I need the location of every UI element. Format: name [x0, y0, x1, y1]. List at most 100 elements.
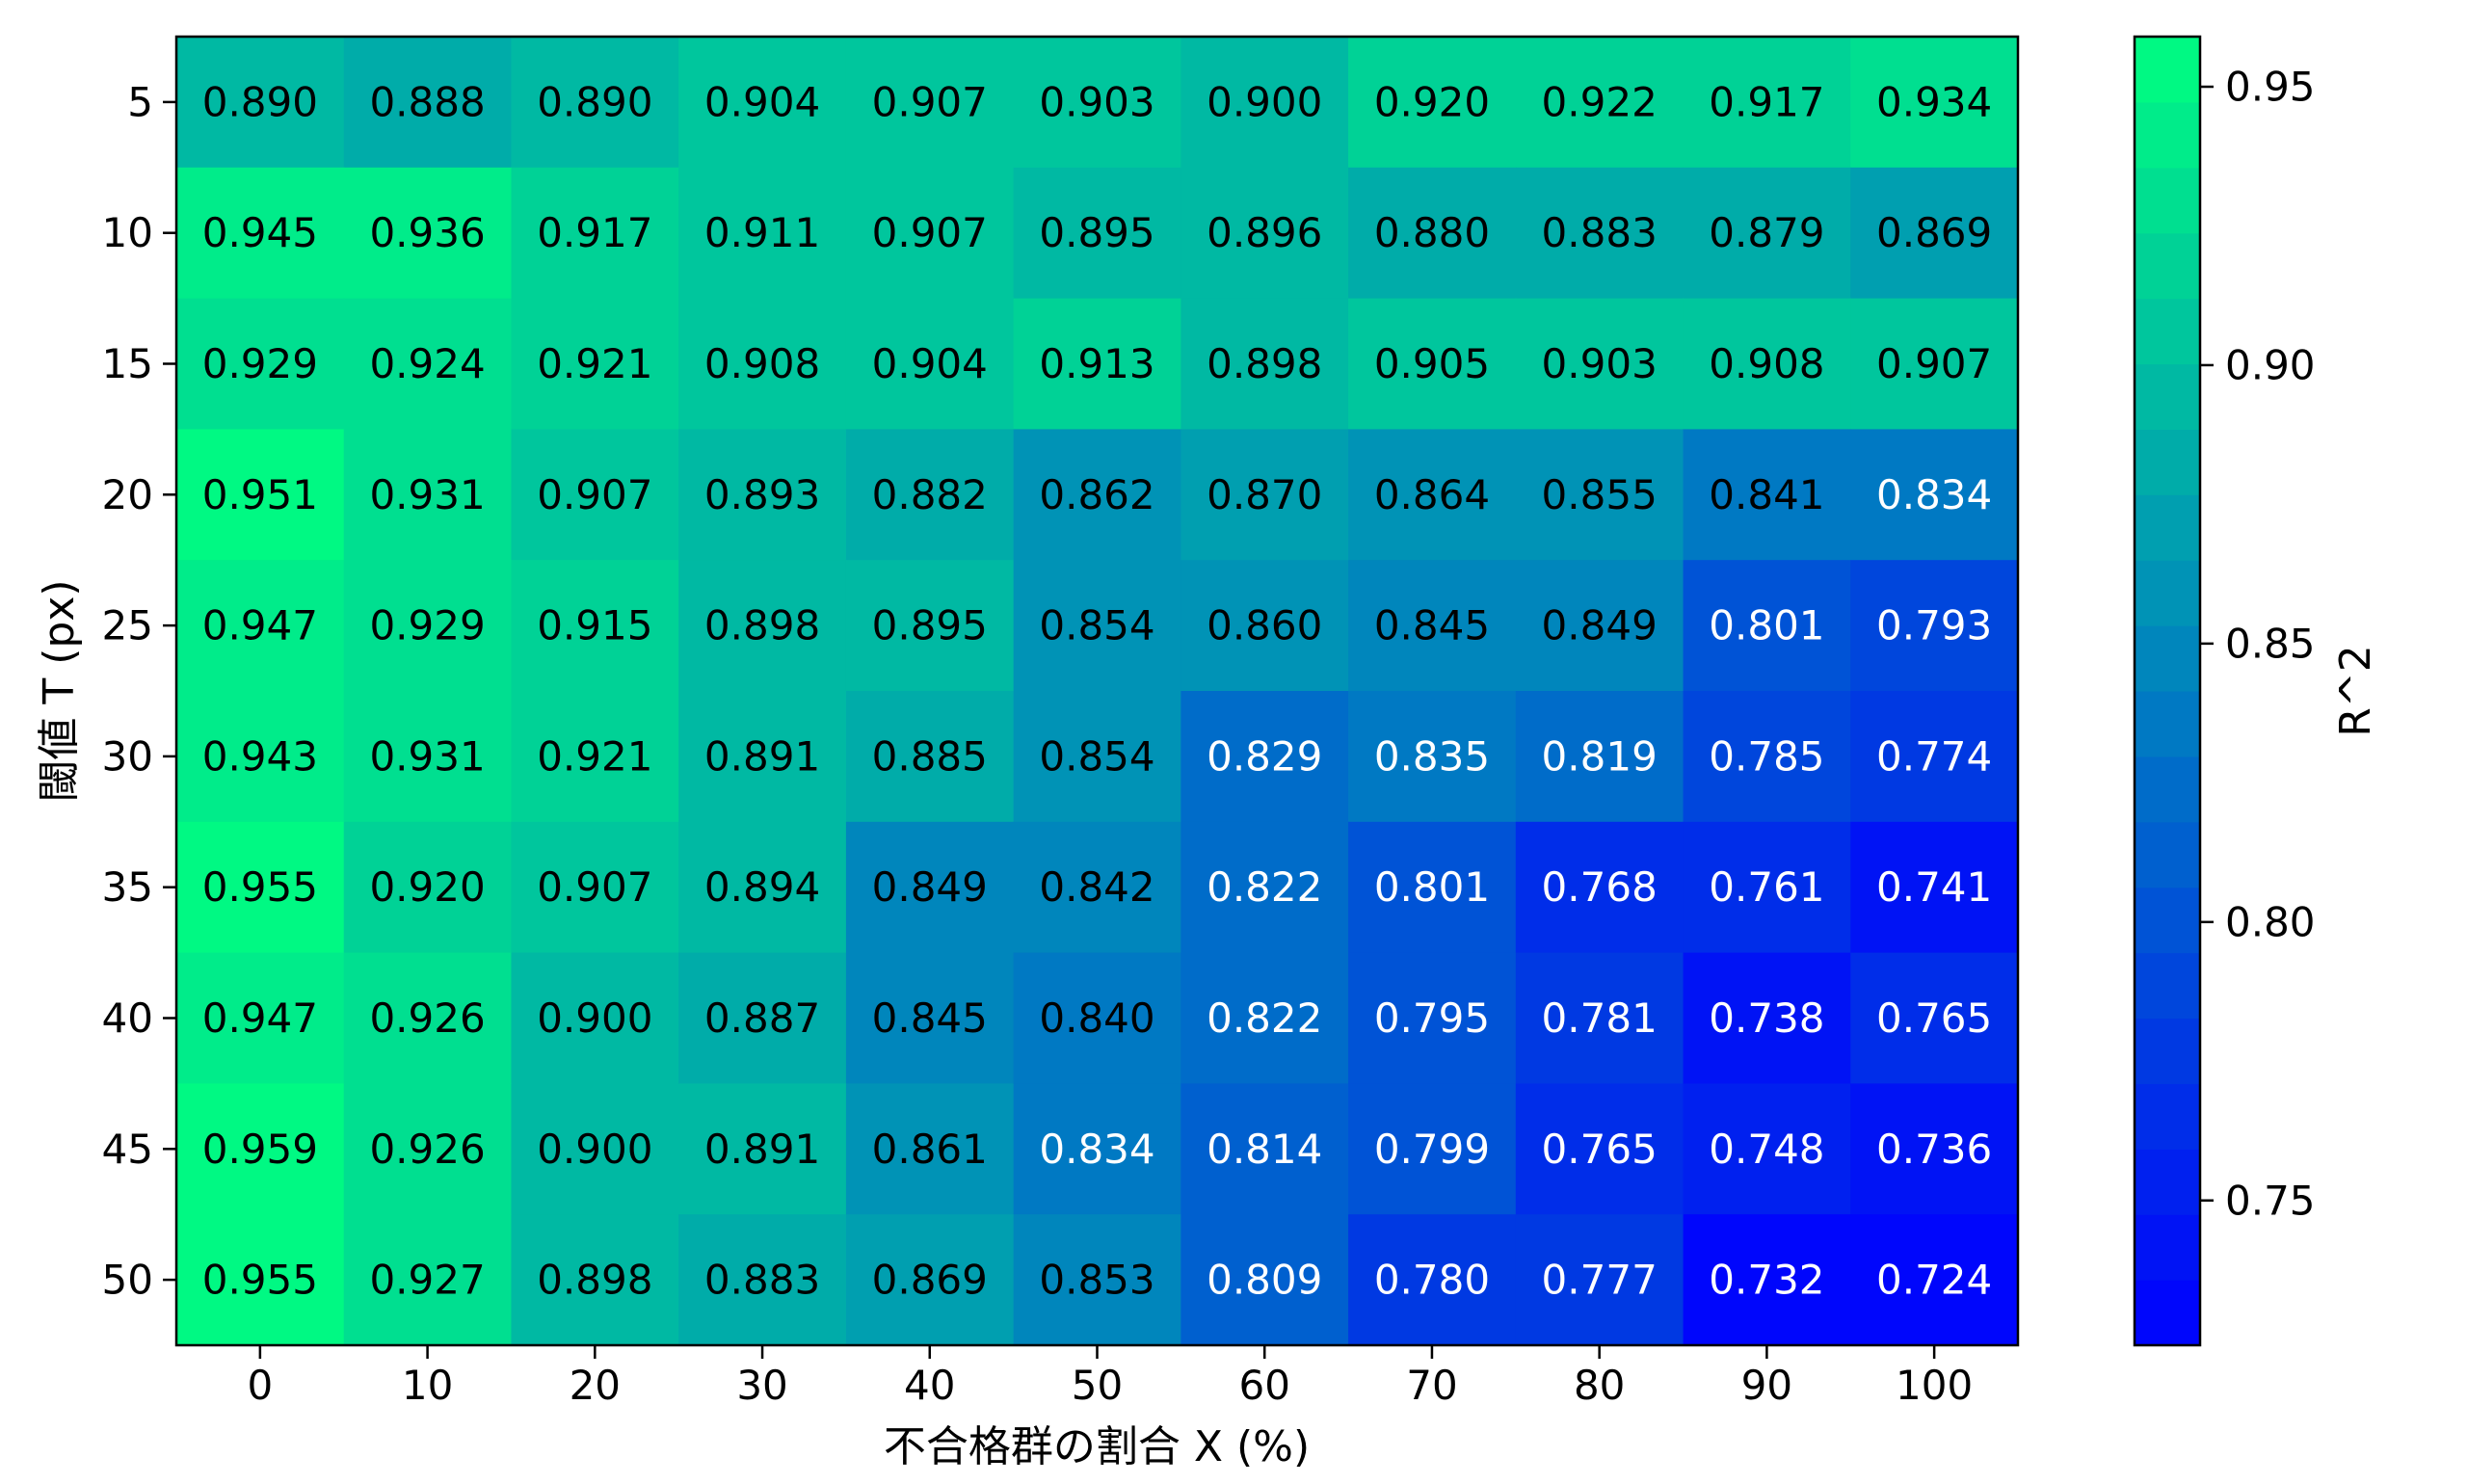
heatmap-cell — [343, 691, 513, 823]
cell-value-label: 0.834 — [1039, 1126, 1154, 1173]
cell-value-label: 0.891 — [704, 732, 820, 780]
heatmap-cell — [1348, 429, 1517, 561]
heatmap-cell — [511, 37, 679, 169]
cell-value-label: 0.904 — [872, 340, 988, 387]
cell-value-label: 0.840 — [1039, 994, 1154, 1042]
cell-value-label: 0.765 — [1876, 994, 1992, 1042]
cell-value-label: 0.869 — [872, 1257, 988, 1304]
heatmap-cell — [176, 167, 345, 300]
cell-value-label: 0.907 — [872, 78, 988, 125]
heatmap-cell — [1515, 560, 1684, 692]
colorbar-band — [2135, 887, 2200, 954]
cell-value-label: 0.795 — [1374, 994, 1490, 1042]
heatmap-cell — [1348, 560, 1517, 692]
heatmap-cell — [1348, 691, 1517, 823]
heatmap-cell — [343, 429, 513, 561]
heatmap-cell — [845, 1214, 1015, 1346]
heatmap-cell — [1515, 1214, 1684, 1346]
heatmap-cell — [343, 560, 513, 692]
y-tick-label: 25 — [102, 602, 153, 649]
colorbar-band — [2135, 494, 2200, 561]
heatmap-cell — [1850, 37, 2019, 169]
heatmap-cell — [1850, 952, 2019, 1084]
cell-value-label: 0.907 — [537, 471, 652, 518]
heatmap-cells — [176, 37, 2019, 1346]
heatmap-cell — [678, 821, 847, 954]
heatmap-cell — [845, 952, 1015, 1084]
cell-value-label: 0.896 — [1207, 209, 1322, 256]
heatmap-cell — [343, 298, 513, 430]
cell-value-label: 0.774 — [1876, 732, 1992, 780]
cell-value-label: 0.895 — [1039, 209, 1154, 256]
heatmap-cell — [1013, 298, 1181, 430]
heatmap-cell — [343, 167, 513, 300]
cell-value-label: 0.841 — [1709, 471, 1824, 518]
heatmap-cell — [1348, 821, 1517, 954]
cell-value-label: 0.761 — [1709, 863, 1824, 911]
heatmap-cell — [845, 691, 1015, 823]
heatmap-cell — [1850, 1214, 2019, 1346]
heatmap-cell — [1683, 429, 1851, 561]
cell-value-label: 0.738 — [1709, 994, 1824, 1042]
cell-value-label: 0.929 — [369, 602, 485, 649]
cell-value-label: 0.801 — [1374, 863, 1490, 911]
cell-value-label: 0.936 — [369, 209, 485, 256]
cell-value-label: 0.777 — [1542, 1257, 1658, 1304]
y-tick-label: 35 — [102, 863, 153, 911]
heatmap-cell — [678, 1083, 847, 1215]
y-tick-label: 30 — [102, 732, 153, 780]
cell-value-label: 0.907 — [1876, 340, 1992, 387]
heatmap-cell — [511, 560, 679, 692]
cell-value-label: 0.955 — [202, 1257, 318, 1304]
heatmap-cell — [176, 560, 345, 692]
heatmap-cell — [1180, 691, 1349, 823]
heatmap-cell — [1013, 1214, 1181, 1346]
cell-value-label: 0.887 — [704, 994, 820, 1042]
heatmap-cell — [176, 298, 345, 430]
heatmap-cell — [1180, 37, 1349, 169]
x-tick-label: 80 — [1574, 1362, 1625, 1409]
cell-value-label: 0.890 — [537, 78, 652, 125]
heatmap-cell — [678, 298, 847, 430]
cell-value-label: 0.883 — [704, 1257, 820, 1304]
colorbar-band — [2135, 691, 2200, 757]
heatmap-cell — [678, 37, 847, 169]
heatmap-cell — [1180, 1214, 1349, 1346]
cell-value-label: 0.748 — [1709, 1126, 1824, 1173]
x-tick-label: 20 — [570, 1362, 621, 1409]
cell-value-label: 0.864 — [1374, 471, 1490, 518]
colorbar-band — [2135, 1149, 2200, 1215]
heatmap-cell — [1348, 952, 1517, 1084]
cell-value-label: 0.822 — [1207, 994, 1322, 1042]
heatmap-cell — [511, 691, 679, 823]
cell-value-label: 0.893 — [704, 471, 820, 518]
colorbar-band — [2135, 232, 2200, 300]
colorbar-label: R^2 — [2331, 645, 2380, 736]
heatmap-cell — [678, 952, 847, 1084]
heatmap-cell — [1348, 1214, 1517, 1346]
cell-value-label: 0.814 — [1207, 1126, 1322, 1173]
cell-value-label: 0.890 — [202, 78, 318, 125]
heatmap-cell — [845, 167, 1015, 300]
x-tick-label: 0 — [247, 1362, 273, 1409]
colorbar-band — [2135, 363, 2200, 430]
heatmap-cell — [845, 1083, 1015, 1215]
x-tick-label: 100 — [1896, 1362, 1973, 1409]
cell-value-label: 0.765 — [1542, 1126, 1658, 1173]
colorbar-band — [2135, 1018, 2200, 1084]
colorbar-tick-label: 0.90 — [2225, 341, 2316, 388]
cell-value-label: 0.927 — [369, 1257, 485, 1304]
heatmap-cell — [1013, 429, 1181, 561]
cell-value-label: 0.947 — [202, 994, 318, 1042]
colorbar-tick-label: 0.75 — [2225, 1177, 2316, 1224]
heatmap-cell — [1515, 429, 1684, 561]
cell-value-label: 0.926 — [369, 1126, 485, 1173]
cell-value-label: 0.929 — [202, 340, 318, 387]
heatmap-cell — [1850, 298, 2019, 430]
heatmap-cell — [343, 37, 513, 169]
x-tick-label: 60 — [1239, 1362, 1290, 1409]
y-tick-label: 20 — [102, 471, 153, 518]
heatmap-cell — [1013, 1083, 1181, 1215]
cell-value-labels: 0.890 0.888 0.890 0.904 0.907 0.903 0.900 0.920… — [202, 78, 1993, 1303]
